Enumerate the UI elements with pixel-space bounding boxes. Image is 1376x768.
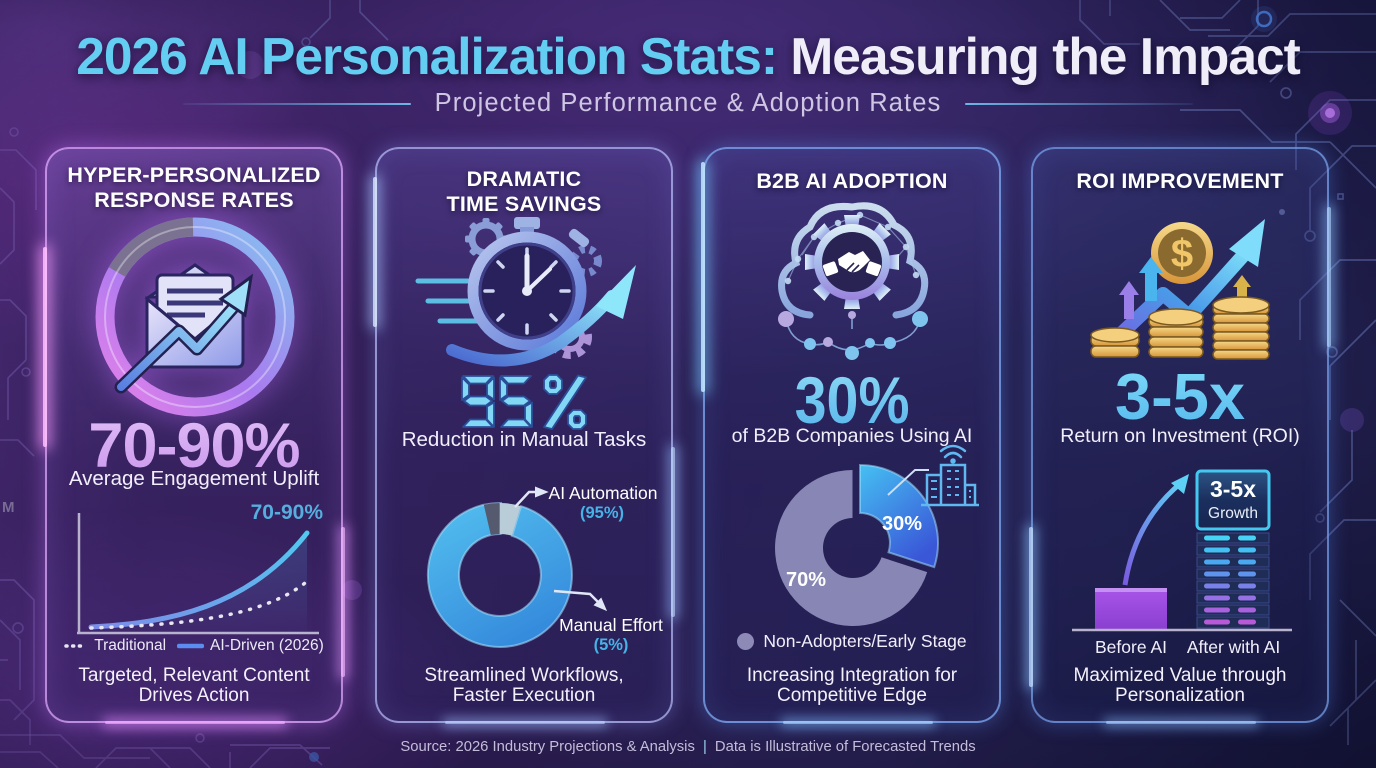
- svg-text:70%: 70%: [786, 569, 826, 591]
- svg-text:M: M: [2, 499, 15, 516]
- svg-text:(95%): (95%): [580, 504, 624, 522]
- svg-text:$: $: [1171, 232, 1193, 276]
- svg-text:30%: 30%: [882, 513, 922, 535]
- svg-text:Manual Effort: Manual Effort: [559, 615, 663, 635]
- svg-text:3-5x: 3-5x: [1210, 476, 1256, 502]
- svg-text:Growth: Growth: [1208, 505, 1258, 522]
- svg-text:70-90%: 70-90%: [251, 501, 324, 524]
- svg-text:(5%): (5%): [594, 636, 629, 654]
- svg-text:AI Automation: AI Automation: [549, 483, 658, 503]
